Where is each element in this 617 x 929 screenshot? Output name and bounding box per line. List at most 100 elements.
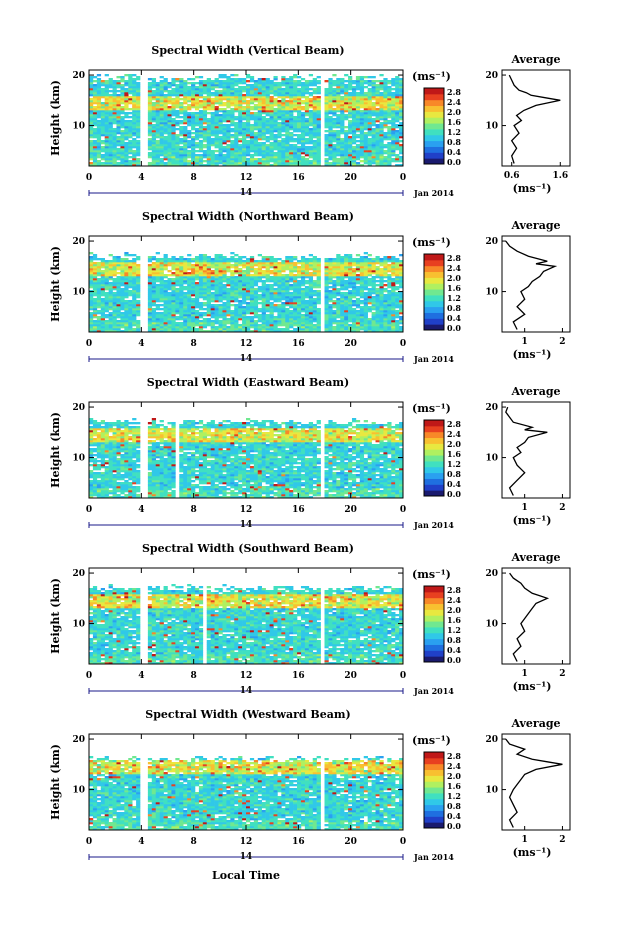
heat-cell <box>163 300 168 303</box>
heat-cell <box>363 128 368 131</box>
heat-cell <box>246 110 251 113</box>
heat-cell <box>261 78 266 81</box>
heat-cell <box>300 302 306 305</box>
heat-cell <box>171 98 176 101</box>
heat-cell <box>132 324 137 327</box>
heat-cell <box>238 326 243 329</box>
heat-cell <box>179 84 184 87</box>
heat-cell <box>300 320 306 323</box>
heat-cell <box>222 96 227 99</box>
heat-cell <box>234 132 239 135</box>
heat-cell <box>132 98 137 101</box>
heat-cell <box>371 118 376 121</box>
heat-cell <box>348 310 353 313</box>
heat-cell <box>387 98 392 101</box>
heat-cell <box>230 312 235 315</box>
heat-cell <box>348 284 353 287</box>
heat-cell <box>289 84 294 87</box>
heat-cell <box>128 322 133 325</box>
heat-cell <box>355 302 361 305</box>
heat-cell <box>136 314 141 317</box>
heat-cell <box>104 82 109 85</box>
heat-cell <box>261 316 266 319</box>
heat-cell <box>273 98 278 101</box>
heat-cell <box>132 106 137 109</box>
heat-cell <box>285 84 290 87</box>
heat-cell <box>226 104 231 107</box>
heat-cell <box>340 90 345 93</box>
heat-cell <box>96 104 102 107</box>
heat-cell <box>159 146 164 149</box>
heat-cell <box>387 296 392 299</box>
heat-cell <box>132 296 137 299</box>
heat-cell <box>336 84 341 87</box>
heat-cell <box>387 130 392 133</box>
heat-cell <box>289 122 294 125</box>
heat-cell <box>387 116 392 119</box>
heat-cell <box>300 310 306 313</box>
heat-cell <box>324 118 329 121</box>
heat-cell <box>289 116 294 119</box>
heat-cell <box>289 300 294 303</box>
heat-cell <box>136 82 141 85</box>
heat-cell <box>183 310 188 313</box>
heat-cell <box>273 160 278 163</box>
heat-cell <box>336 102 341 105</box>
heat-cell <box>336 328 341 331</box>
heat-cell <box>202 128 208 131</box>
heat-cell <box>277 142 282 145</box>
heat-cell <box>336 86 341 89</box>
heat-cell <box>116 116 121 119</box>
heat-cell <box>293 322 298 325</box>
heat-cell <box>206 128 211 131</box>
heat-cell <box>371 108 376 111</box>
heat-cell <box>136 162 141 165</box>
heat-cell <box>297 284 302 287</box>
heat-cell <box>304 88 310 91</box>
heat-cell <box>375 316 380 319</box>
heat-cell <box>242 128 247 131</box>
heat-cell <box>293 328 298 331</box>
heat-cell <box>399 96 404 99</box>
heat-cell <box>395 102 400 105</box>
heat-cell <box>171 164 176 167</box>
heat-cell <box>387 154 392 157</box>
heat-cell <box>92 328 98 331</box>
heat-cell <box>222 86 227 89</box>
heat-cell <box>234 294 239 297</box>
heat-cell <box>104 116 109 119</box>
heat-cell <box>297 312 302 315</box>
heat-cell <box>218 92 223 95</box>
heat-cell <box>151 106 157 109</box>
heat-cell <box>171 140 176 143</box>
heat-cell <box>383 92 388 95</box>
heat-cell <box>108 322 113 325</box>
heat-cell <box>371 320 376 323</box>
heat-cell <box>187 150 192 153</box>
heat-cell <box>179 110 184 113</box>
heat-cell <box>355 126 361 129</box>
heat-cell <box>387 310 392 313</box>
heat-cell <box>348 142 353 145</box>
heat-cell <box>375 84 380 87</box>
heat-cell <box>191 102 196 105</box>
heat-cell <box>108 148 113 151</box>
heat-cell <box>277 162 282 165</box>
heat-cell <box>151 134 157 137</box>
heat-cell <box>261 286 266 289</box>
heat-cell <box>100 88 105 91</box>
heat-cell <box>100 286 105 289</box>
heat-cell <box>234 80 239 83</box>
heat-cell <box>96 306 102 309</box>
heat-cell <box>383 110 388 113</box>
heat-cell <box>116 324 121 327</box>
heat-cell <box>108 80 113 83</box>
heat-cell <box>359 314 365 317</box>
heat-cell <box>96 74 102 77</box>
heat-cell <box>194 322 200 325</box>
heat-cell <box>332 112 337 115</box>
heat-cell <box>89 130 94 133</box>
heat-cell <box>348 302 353 305</box>
heat-cell <box>96 108 102 111</box>
heat-cell <box>332 130 337 133</box>
